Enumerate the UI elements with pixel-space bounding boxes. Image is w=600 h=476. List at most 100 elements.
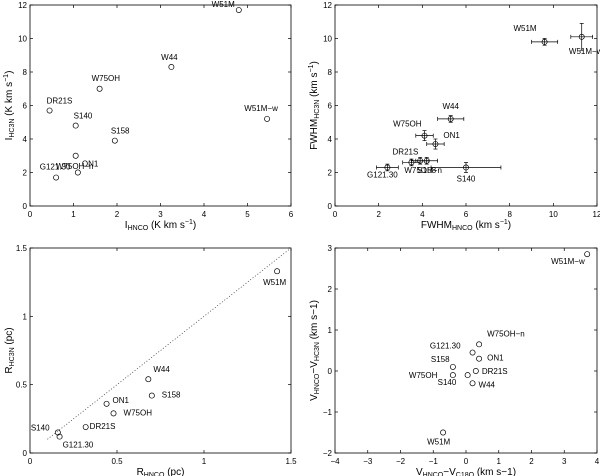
point-marker: [72, 122, 79, 129]
point-label: W75OH: [409, 371, 438, 380]
x-tick-label: 12: [593, 210, 600, 219]
x-tick-label: 4: [420, 210, 425, 219]
point-label: ON1: [443, 131, 460, 140]
point-label: S140: [438, 378, 457, 387]
y-tick-label: 12: [18, 1, 27, 10]
data-point: W51M−w: [244, 104, 278, 122]
x-tick-label: 2: [376, 210, 381, 219]
x-tick-label: −3: [363, 457, 373, 466]
point-marker: [463, 164, 469, 171]
point-marker: [469, 380, 476, 387]
y-tick-label: 0.5: [16, 381, 28, 390]
y-axis-label-part-1: HC3N: [314, 100, 321, 119]
point-label: W75OH: [124, 408, 153, 417]
x-axis-label-part-2: −V: [443, 467, 456, 476]
y-axis-label-part-0: I: [4, 138, 15, 141]
y-axis-label-part-1: HNCO: [314, 373, 321, 394]
point-label: ON1: [487, 354, 504, 363]
point-label: W51M: [263, 278, 286, 287]
point-label: S158: [111, 127, 130, 136]
y-axis-label-part-4: (km s−1): [309, 300, 320, 342]
y-tick-label: 0: [328, 202, 333, 211]
data-point: W51M: [263, 268, 287, 287]
data-point: W51M: [212, 0, 242, 13]
y-axis-label-part-4: ): [309, 61, 320, 64]
point-label: S158: [417, 166, 436, 175]
point-label: G121.30: [40, 163, 71, 172]
data-point: W44: [145, 365, 170, 383]
point-marker: [464, 372, 471, 379]
x-axis-label-part-1: HNCO: [144, 472, 165, 476]
x-tick-label: 6: [464, 210, 469, 219]
point-marker: [432, 141, 439, 147]
point-label: W51M: [427, 438, 450, 447]
x-tick-label: 0: [28, 210, 33, 219]
y-tick-label: 6: [23, 102, 28, 111]
x-axis-label: IHNCO (K km s−1): [125, 219, 196, 232]
point-marker: [74, 169, 81, 176]
point-label: W75OH−n: [56, 162, 94, 171]
x-axis-label-part-0: V: [416, 467, 423, 476]
x-tick-label: 8: [507, 210, 512, 219]
point-marker: [469, 349, 476, 356]
point-marker: [148, 392, 155, 399]
point-marker: [46, 107, 53, 114]
data-point: W75OH: [393, 120, 434, 142]
x-tick-label: −2: [396, 457, 406, 466]
x-axis-label-part-3: C18O: [456, 472, 475, 476]
data-point: ON1: [426, 131, 460, 150]
y-axis-label: VHNCO−VHC3N (km s−1): [309, 300, 321, 401]
x-tick-label: −1: [429, 457, 439, 466]
point-label: W75OH: [393, 120, 422, 129]
point-label: DR21S: [90, 422, 116, 431]
point-marker: [145, 376, 152, 383]
point-label: S158: [431, 355, 450, 364]
point-marker: [417, 157, 424, 164]
data-point: DR21S: [472, 367, 508, 376]
point-label: S140: [457, 174, 476, 183]
x-axis-label-part-1: HNCO: [423, 472, 444, 476]
x-axis-label-part-3: −1: [500, 219, 508, 226]
point-label: G121.30: [430, 342, 461, 351]
x-axis-label-part-0: FWHM: [421, 220, 452, 231]
point-label: G121.30: [63, 441, 94, 450]
point-label: W51M−w: [244, 104, 278, 113]
y-tick-label: 4: [23, 135, 28, 144]
plot-frame: [29, 247, 292, 454]
point-label: W51M: [212, 0, 235, 9]
point-label: W75OH−n: [487, 329, 525, 338]
y-axis-label-part-1: HC3N: [9, 119, 16, 138]
y-axis-label-part-3: HC3N: [314, 342, 321, 361]
data-point: G121.30: [430, 342, 476, 356]
x-axis-label: VHNCO−VC18O (km s−1): [416, 467, 516, 476]
data-point: W75OH−n: [404, 157, 442, 175]
point-label: W75OH−n: [404, 166, 442, 175]
y-tick-label: 2: [328, 169, 333, 178]
point-label: W44: [153, 365, 170, 374]
x-axis-label-part-0: I: [125, 220, 128, 231]
point-label: W51M: [513, 24, 536, 33]
y-axis-label-part-2: (pc): [4, 327, 15, 347]
data-point: S158: [111, 127, 130, 144]
data-point: ON1: [74, 160, 99, 176]
x-tick-label: 1: [202, 457, 207, 466]
point-marker: [584, 251, 591, 258]
data-point: W51M: [513, 24, 559, 46]
y-tick-label: 8: [328, 68, 333, 77]
point-marker: [476, 341, 483, 348]
x-tick-label: 3: [158, 210, 163, 219]
y-axis-label-part-3: −1: [308, 64, 315, 72]
point-label: DR21S: [482, 367, 508, 376]
point-label: W75OH: [92, 74, 121, 83]
y-axis-label-part-3: −1: [3, 74, 10, 82]
x-axis-label-part-2: (K km s: [148, 220, 185, 231]
x-axis-label-part-4: (km s−1): [474, 467, 516, 476]
y-axis-label-part-0: R: [4, 366, 15, 373]
x-tick-label: 1: [497, 457, 502, 466]
point-label: S140: [31, 424, 50, 433]
y-axis-label: IHC3N (K km s−1): [3, 71, 16, 141]
